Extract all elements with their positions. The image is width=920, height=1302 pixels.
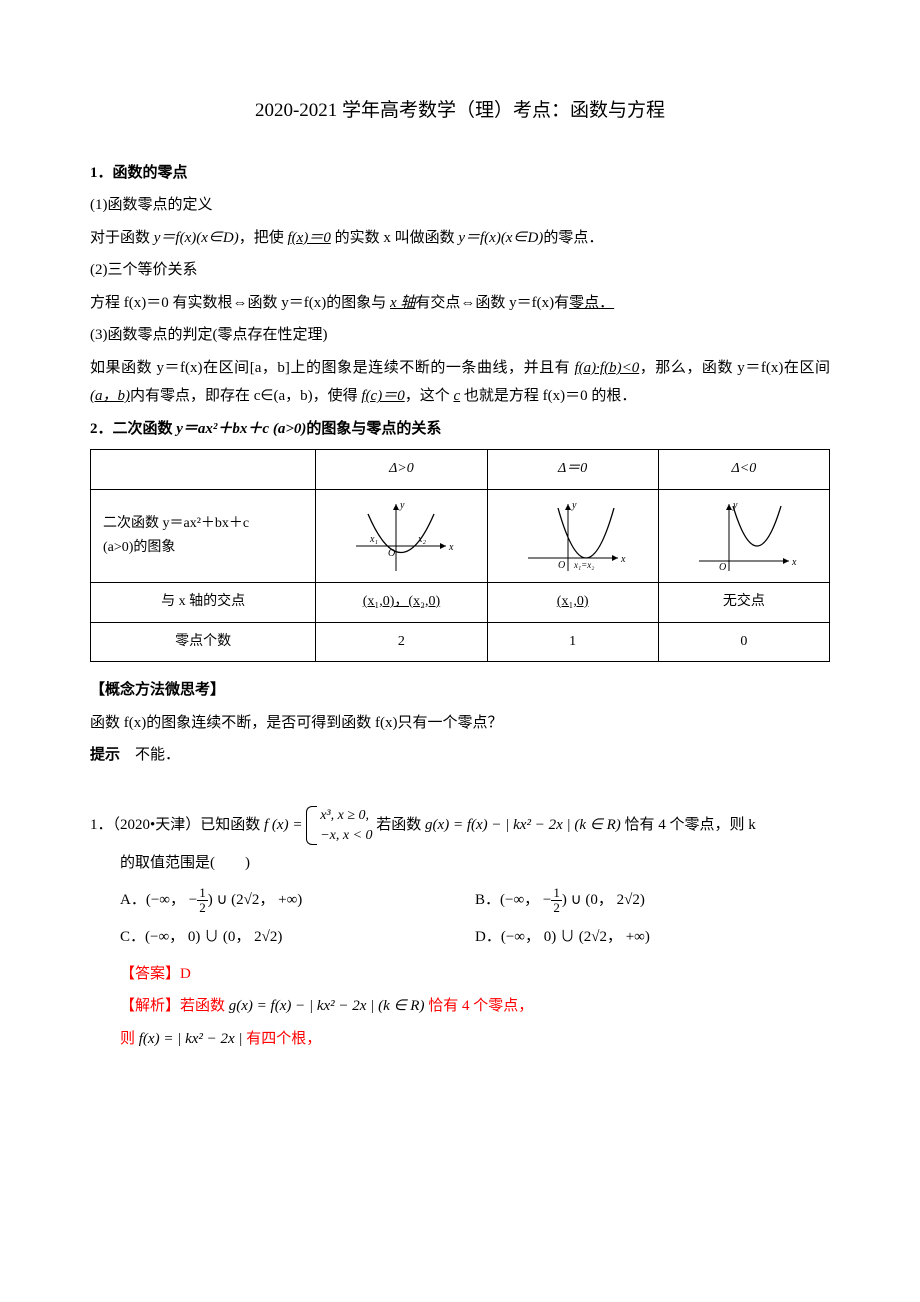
section-1-heading: 1．函数的零点 [90,159,830,188]
svg-text:y: y [571,500,577,511]
svg-text:x₁=x₂: x₁=x₂ [573,560,594,570]
equiv-label: (2)三个等价关系 [90,256,830,285]
concept-hint: 提示 不能． [90,741,830,770]
th-delta-lt: Δ<0 [658,450,829,490]
option-c: C．(−∞， 0) ∪ (0， 2√2) [120,923,475,952]
table-row: 与 x 轴的交点 (x₁,0)，(x₂,0) (x₁,0) 无交点 [91,582,830,622]
svg-text:x: x [791,557,797,568]
theorem-body: 如果函数 y＝f(x)在区间[a，b]上的图象是连续不断的一条曲线，并且有 f(… [90,354,830,411]
graph-delta-gt: x y O x₁ x₂ [316,489,487,582]
answer-label: 【答案】D [90,960,830,989]
row-graph-label: 二次函数 y＝ax²＋bx＋c (a>0)的图象 [91,489,316,582]
svg-text:y: y [732,500,738,511]
svg-text:y: y [399,500,405,511]
concept-body: 函数 f(x)的图象连续不断，是否可得到函数 f(x)只有一个零点？ [90,709,830,738]
svg-text:O: O [388,548,395,559]
analysis-line-1: 【解析】若函数 g(x) = f(x) − | kx² − 2x | (k ∈ … [90,992,830,1021]
table-row: 零点个数 2 1 0 [91,622,830,662]
options-block: A．(−∞， −12) ∪ (2√2， +∞) B．(−∞， −12) ∪ (0… [90,882,830,956]
option-a: A．(−∞， −12) ∪ (2√2， +∞) [120,886,475,916]
table-row: 二次函数 y＝ax²＋bx＋c (a>0)的图象 x y O x₁ x₂ [91,489,830,582]
cell-intersect-3: 无交点 [658,582,829,622]
cell-count-1: 2 [316,622,487,662]
def-label: (1)函数零点的定义 [90,191,830,220]
cell-intersect-2: (x₁,0) [487,582,658,622]
section-2-heading: 2．二次函数 y＝ax²＋bx＋c (a>0)的图象与零点的关系 [90,415,830,444]
th-delta-gt: Δ>0 [316,450,487,490]
graph-delta-eq: x y O x₁=x₂ [487,489,658,582]
option-b: B．(−∞， −12) ∪ (0， 2√2) [475,886,830,916]
problem-stem: 1．（2020•天津）已知函数 f (x) = x³, x ≥ 0, −x, x… [90,806,830,845]
problem-stem-2: 的取值范围是( ) [90,849,830,878]
svg-text:O: O [558,560,565,571]
th-delta-eq: Δ＝0 [487,450,658,490]
analysis-line-2: 则 f(x) = | kx² − 2x | 有四个根， [90,1025,830,1054]
table-row: Δ>0 Δ＝0 Δ<0 [91,450,830,490]
svg-text:x₁: x₁ [369,534,378,545]
page-title: 2020-2021 学年高考数学（理）考点：函数与方程 [90,93,830,129]
concept-heading: 【概念方法微思考】 [90,676,830,705]
cell-intersect-1: (x₁,0)，(x₂,0) [316,582,487,622]
row-intersect-label: 与 x 轴的交点 [91,582,316,622]
option-d: D．(−∞， 0) ∪ (2√2， +∞) [475,923,830,952]
zero-table: Δ>0 Δ＝0 Δ<0 二次函数 y＝ax²＋bx＋c (a>0)的图象 x y… [90,449,830,662]
def-body: 对于函数 y＝f(x)(x∈D)，把使 f(x)＝0 的实数 x 叫做函数 y＝… [90,224,830,253]
th-blank [91,450,316,490]
svg-text:x: x [620,554,626,565]
svg-text:x: x [448,542,454,553]
svg-text:O: O [719,562,726,573]
cell-count-3: 0 [658,622,829,662]
row-count-label: 零点个数 [91,622,316,662]
equiv-body: 方程 f(x)＝0 有实数根⇔函数 y＝f(x)的图象与 x 轴有交点⇔函数 y… [90,289,830,318]
graph-delta-lt: x y O [658,489,829,582]
svg-text:x₂: x₂ [417,534,426,545]
cell-count-2: 1 [487,622,658,662]
theorem-label: (3)函数零点的判定(零点存在性定理) [90,321,830,350]
